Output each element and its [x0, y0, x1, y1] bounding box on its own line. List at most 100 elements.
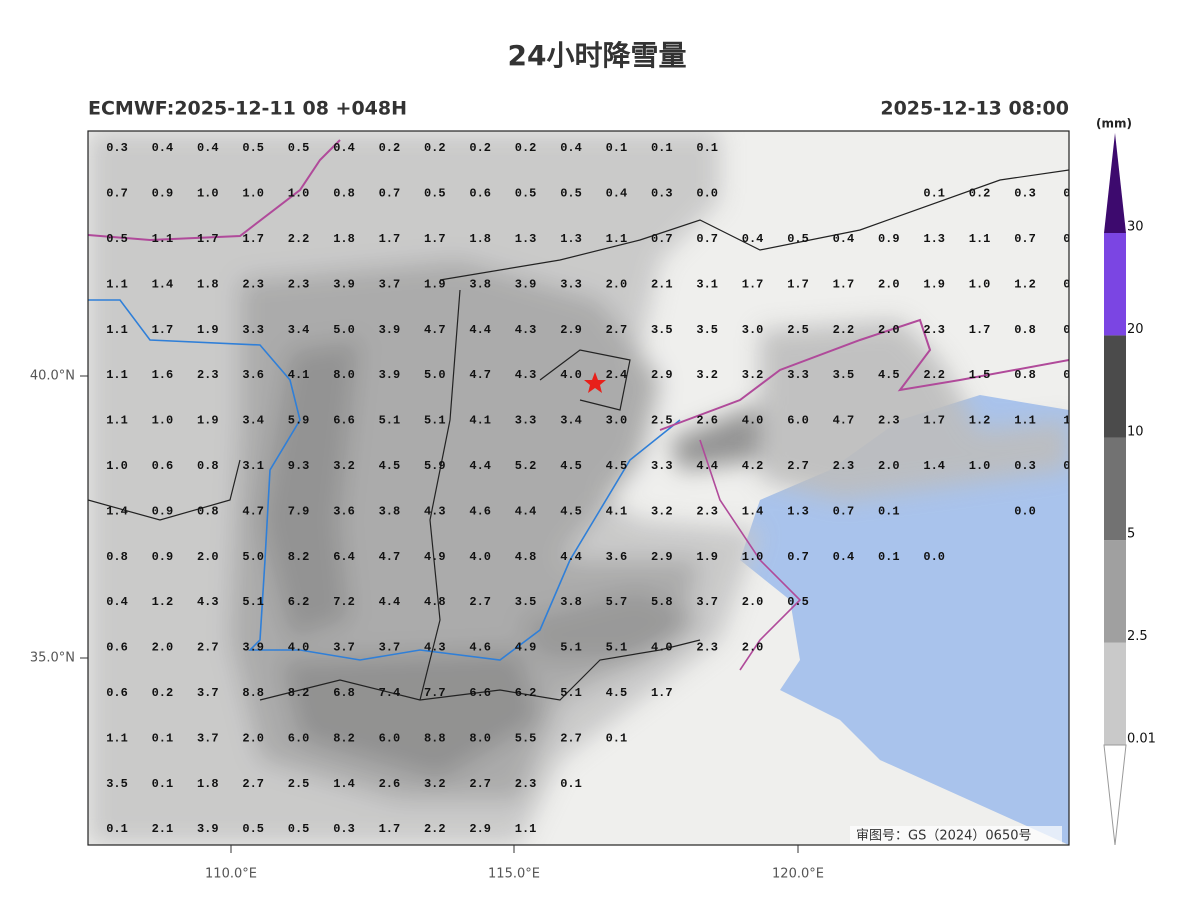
grid-value: 8.2 [288, 550, 310, 564]
grid-value: 3.7 [379, 277, 401, 291]
grid-value: 3.2 [333, 459, 355, 473]
grid-value: 0.2 [424, 141, 446, 155]
grid-value: 1.1 [106, 368, 128, 382]
grid-value: 1.1 [515, 822, 537, 836]
grid-value: 0.1 [152, 777, 174, 791]
grid-value: 6.2 [288, 595, 310, 609]
grid-value: 5.1 [560, 641, 582, 655]
grid-value: 1.7 [197, 232, 219, 246]
grid-value: 0.0 [1014, 504, 1036, 518]
grid-value: 0.4 [333, 141, 355, 155]
grid-value: 2.3 [696, 641, 718, 655]
grid-value: 2.1 [152, 822, 174, 836]
grid-value: 4.3 [424, 504, 446, 518]
grid-value: 3.0 [606, 414, 628, 428]
grid-value: 2.7 [787, 459, 809, 473]
grid-value: 2.3 [696, 504, 718, 518]
grid-value: 1.3 [787, 504, 809, 518]
colorbar-label: 10 [1127, 424, 1144, 439]
grid-value: 1. [1063, 414, 1077, 428]
grid-value: 0.1 [106, 822, 128, 836]
grid-value: 9.3 [288, 459, 310, 473]
grid-value: 5.8 [651, 595, 673, 609]
grid-value: 6.6 [333, 414, 355, 428]
grid-value: 3.3 [242, 323, 264, 337]
grid-value: 1.7 [833, 277, 855, 291]
grid-value: 1.0 [106, 459, 128, 473]
grid-value: 1.7 [379, 822, 401, 836]
grid-value: 7.4 [379, 686, 401, 700]
lat-label: 35.0°N [30, 651, 75, 666]
grid-value: 1.7 [969, 323, 991, 337]
grid-value: 0.1 [152, 731, 174, 745]
grid-value: 4.5 [560, 459, 582, 473]
colorbar-segment [1104, 233, 1126, 336]
colorbar-label: 20 [1127, 322, 1144, 337]
grid-value: 4.0 [469, 550, 491, 564]
grid-value: 4.7 [242, 504, 264, 518]
grid-value: 3.5 [515, 595, 537, 609]
grid-value: 0.5 [787, 232, 809, 246]
subtitle-right: 2025-12-13 08:00 [880, 98, 1069, 120]
grid-value: 2.0 [742, 595, 764, 609]
grid-value: 0.7 [696, 232, 718, 246]
grid-value: 1.0 [197, 187, 219, 201]
grid-value: 2.0 [242, 731, 264, 745]
lon-label: 110.0°E [205, 867, 257, 882]
grid-value: 3.7 [696, 595, 718, 609]
grid-value: 6.0 [379, 731, 401, 745]
grid-value: 3.4 [560, 414, 582, 428]
grid-value: 4.7 [424, 323, 446, 337]
grid-value: 3.2 [651, 504, 673, 518]
grid-value: 2.9 [469, 822, 491, 836]
grid-value: 2.3 [515, 777, 537, 791]
grid-value: 0.1 [878, 550, 900, 564]
grid-value: 1.3 [560, 232, 582, 246]
grid-value: 4.4 [560, 550, 582, 564]
colorbar-segment [1104, 540, 1126, 643]
grid-value: 5.2 [515, 459, 537, 473]
grid-value: 4.3 [424, 641, 446, 655]
grid-value: 0.3 [1014, 187, 1036, 201]
grid-value: 2.7 [197, 641, 219, 655]
grid-value: 1.4 [742, 504, 764, 518]
grid-value: 4.0 [288, 641, 310, 655]
map-frame [87, 130, 1070, 846]
grid-value: 0.6 [152, 459, 174, 473]
grid-value: 4.3 [197, 595, 219, 609]
grid-value: 0.1 [606, 141, 628, 155]
grid-value: 4.5 [606, 459, 628, 473]
grid-value: 2.5 [288, 777, 310, 791]
lat-label: 40.0°N [30, 369, 75, 384]
grid-value: 1.2 [1014, 277, 1036, 291]
grid-value: 5.9 [288, 414, 310, 428]
grid-value: 3.6 [242, 368, 264, 382]
grid-value: 0.9 [152, 550, 174, 564]
grid-value: 1.5 [969, 368, 991, 382]
grid-value: 2.2 [833, 323, 855, 337]
grid-value: 0.5 [288, 822, 310, 836]
grid-value: 3.6 [606, 550, 628, 564]
grid-value: 1.4 [152, 277, 174, 291]
grid-value: 4.7 [469, 368, 491, 382]
grid-value: 1.0 [742, 550, 764, 564]
grid-value: 3.2 [742, 368, 764, 382]
colorbar-unit: (mm) [1096, 117, 1132, 131]
grid-value: 1.7 [379, 232, 401, 246]
grid-value: 1.8 [197, 777, 219, 791]
grid-value: 8.2 [288, 686, 310, 700]
grid-value: 1.7 [651, 686, 673, 700]
grid-value: 0.4 [742, 232, 764, 246]
grid-value: 4.2 [742, 459, 764, 473]
grid-value: 4.4 [696, 459, 718, 473]
grid-value: 4.4 [379, 595, 401, 609]
grid-value: 1.3 [515, 232, 537, 246]
grid-value: 4.7 [833, 414, 855, 428]
grid-value: 4.5 [379, 459, 401, 473]
grid-value: 5.9 [424, 459, 446, 473]
grid-value: 1.1 [1014, 414, 1036, 428]
grid-value: 1.0 [152, 414, 174, 428]
grid-value: 2.2 [424, 822, 446, 836]
grid-value: 1.1 [152, 232, 174, 246]
grid-value: 2.5 [651, 414, 673, 428]
